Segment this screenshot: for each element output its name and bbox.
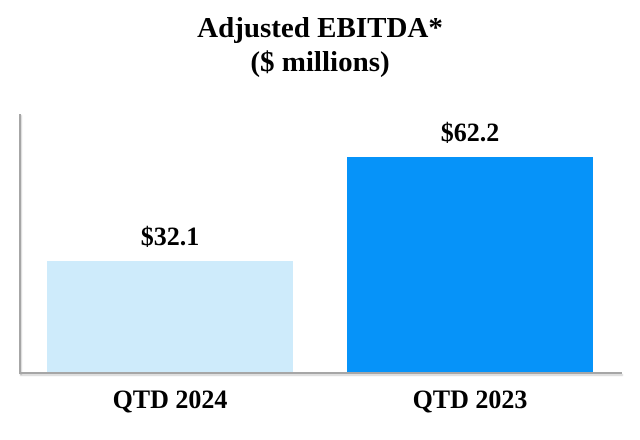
chart-subtitle: ($ millions) — [250, 46, 390, 78]
value-label-qtd-2023: $62.2 — [440, 118, 500, 147]
category-label-qtd-2024: QTD 2024 — [112, 385, 228, 414]
y-axis-line — [19, 114, 21, 374]
x-axis-line — [19, 372, 622, 374]
value-label-qtd-2024: $32.1 — [140, 222, 200, 251]
category-label-qtd-2023: QTD 2023 — [412, 385, 528, 414]
chart-title: Adjusted EBITDA* — [197, 12, 443, 44]
bar-qtd-2024 — [47, 261, 293, 372]
bar-qtd-2023 — [347, 157, 593, 372]
